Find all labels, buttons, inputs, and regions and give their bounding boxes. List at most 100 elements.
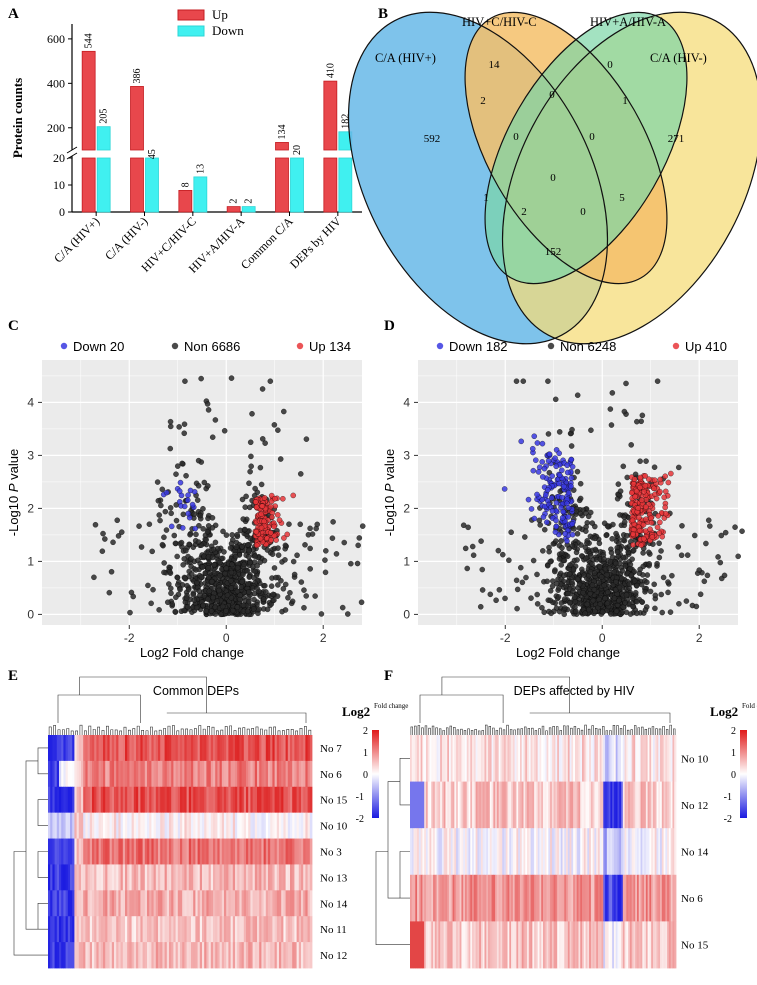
bar-up-upper <box>275 142 289 151</box>
dendrogram-branch <box>88 725 92 735</box>
point-non <box>598 574 605 580</box>
point-non <box>223 532 230 538</box>
point-non <box>339 604 346 611</box>
point-up <box>655 513 661 519</box>
point-non <box>623 592 630 598</box>
dendrogram-branch <box>538 728 541 735</box>
point-up <box>654 524 661 530</box>
point-non <box>654 560 660 567</box>
point-non <box>355 542 361 549</box>
point-non <box>263 589 269 595</box>
point-non <box>221 428 228 434</box>
point-non <box>247 535 254 542</box>
point-up <box>652 477 658 483</box>
legend-label-up: Up 134 <box>309 339 351 354</box>
point-non <box>732 524 738 530</box>
venn-count-ca-hivp-only: 592 <box>424 133 441 145</box>
point-non <box>607 406 614 412</box>
point-non <box>676 601 682 607</box>
y-axis-label-suffix: value <box>382 449 397 484</box>
point-non <box>228 585 235 591</box>
dendrogram-branch <box>630 729 633 735</box>
point-down <box>546 451 553 457</box>
dendrogram-branch <box>424 725 428 735</box>
point-down <box>544 519 550 526</box>
legend-marker-non <box>171 342 179 350</box>
dendrogram-branch <box>453 726 456 735</box>
point-non <box>229 532 235 538</box>
dendrogram-branch <box>595 727 598 735</box>
point-non <box>254 585 260 592</box>
venn-count-ca-hivp-hivc-hiva: 0 <box>513 131 519 143</box>
x-tick-label: Common C/A <box>238 214 296 272</box>
point-non <box>604 571 610 578</box>
bar-value-label: 205 <box>99 109 110 124</box>
point-non <box>574 576 581 582</box>
dendrogram-branch <box>591 725 594 735</box>
point-non <box>545 378 551 384</box>
bar-value-label: 2 <box>229 199 240 204</box>
point-down <box>569 531 576 538</box>
point-non <box>172 540 179 547</box>
point-non <box>613 530 619 537</box>
point-non <box>478 538 484 544</box>
point-non <box>561 572 567 579</box>
dendrogram-branch <box>286 728 290 735</box>
row-label: No 15 <box>681 940 709 952</box>
point-down <box>540 514 547 520</box>
bar-value-label: 410 <box>325 63 336 78</box>
point-non <box>596 540 603 547</box>
point-non <box>175 582 181 588</box>
dendrogram-branch <box>456 729 460 735</box>
point-non <box>286 521 292 527</box>
panel-label-e: E <box>8 668 18 684</box>
point-non <box>234 604 241 610</box>
dendrogram-branch <box>499 727 502 735</box>
point-up <box>657 476 664 483</box>
point-non <box>536 517 543 524</box>
point-non <box>282 542 289 549</box>
point-up <box>637 474 644 481</box>
point-non <box>692 532 698 539</box>
point-non <box>596 596 602 603</box>
venn-set-hiva <box>485 12 687 284</box>
point-non <box>679 523 685 529</box>
point-non <box>245 581 251 587</box>
point-down <box>179 525 186 531</box>
point-non <box>584 601 591 608</box>
point-non <box>609 390 616 396</box>
point-non <box>696 567 702 573</box>
point-down <box>553 517 559 524</box>
point-non <box>154 479 161 485</box>
point-non <box>464 565 470 572</box>
point-non <box>307 545 313 552</box>
dendrogram-branch <box>399 851 410 899</box>
point-non <box>693 603 700 610</box>
venn-count-hivc-only: 14 <box>489 59 501 71</box>
point-non <box>246 480 252 486</box>
point-non <box>259 386 266 392</box>
point-non <box>588 553 594 559</box>
dendrogram-branch <box>273 726 276 735</box>
dendrogram-branch <box>548 727 552 735</box>
dendrogram-branch <box>145 730 149 735</box>
point-non <box>161 569 167 576</box>
point-non <box>239 543 245 550</box>
point-down <box>189 501 196 508</box>
dendrogram-branch <box>626 729 630 735</box>
point-up <box>280 496 286 502</box>
point-non <box>248 463 254 470</box>
point-non <box>341 539 347 546</box>
point-non <box>322 569 329 576</box>
y-tick-label: 2 <box>403 501 410 515</box>
point-down <box>177 479 184 486</box>
point-non <box>656 540 662 547</box>
point-non <box>613 608 620 615</box>
point-non <box>318 611 325 617</box>
point-non <box>205 565 212 571</box>
y-tick-label: 3 <box>403 448 410 462</box>
y-axis-label-italic: P <box>382 483 397 492</box>
panel-label-d: D <box>384 318 395 334</box>
x-tick-label: C/A (HIV+) <box>51 214 102 265</box>
